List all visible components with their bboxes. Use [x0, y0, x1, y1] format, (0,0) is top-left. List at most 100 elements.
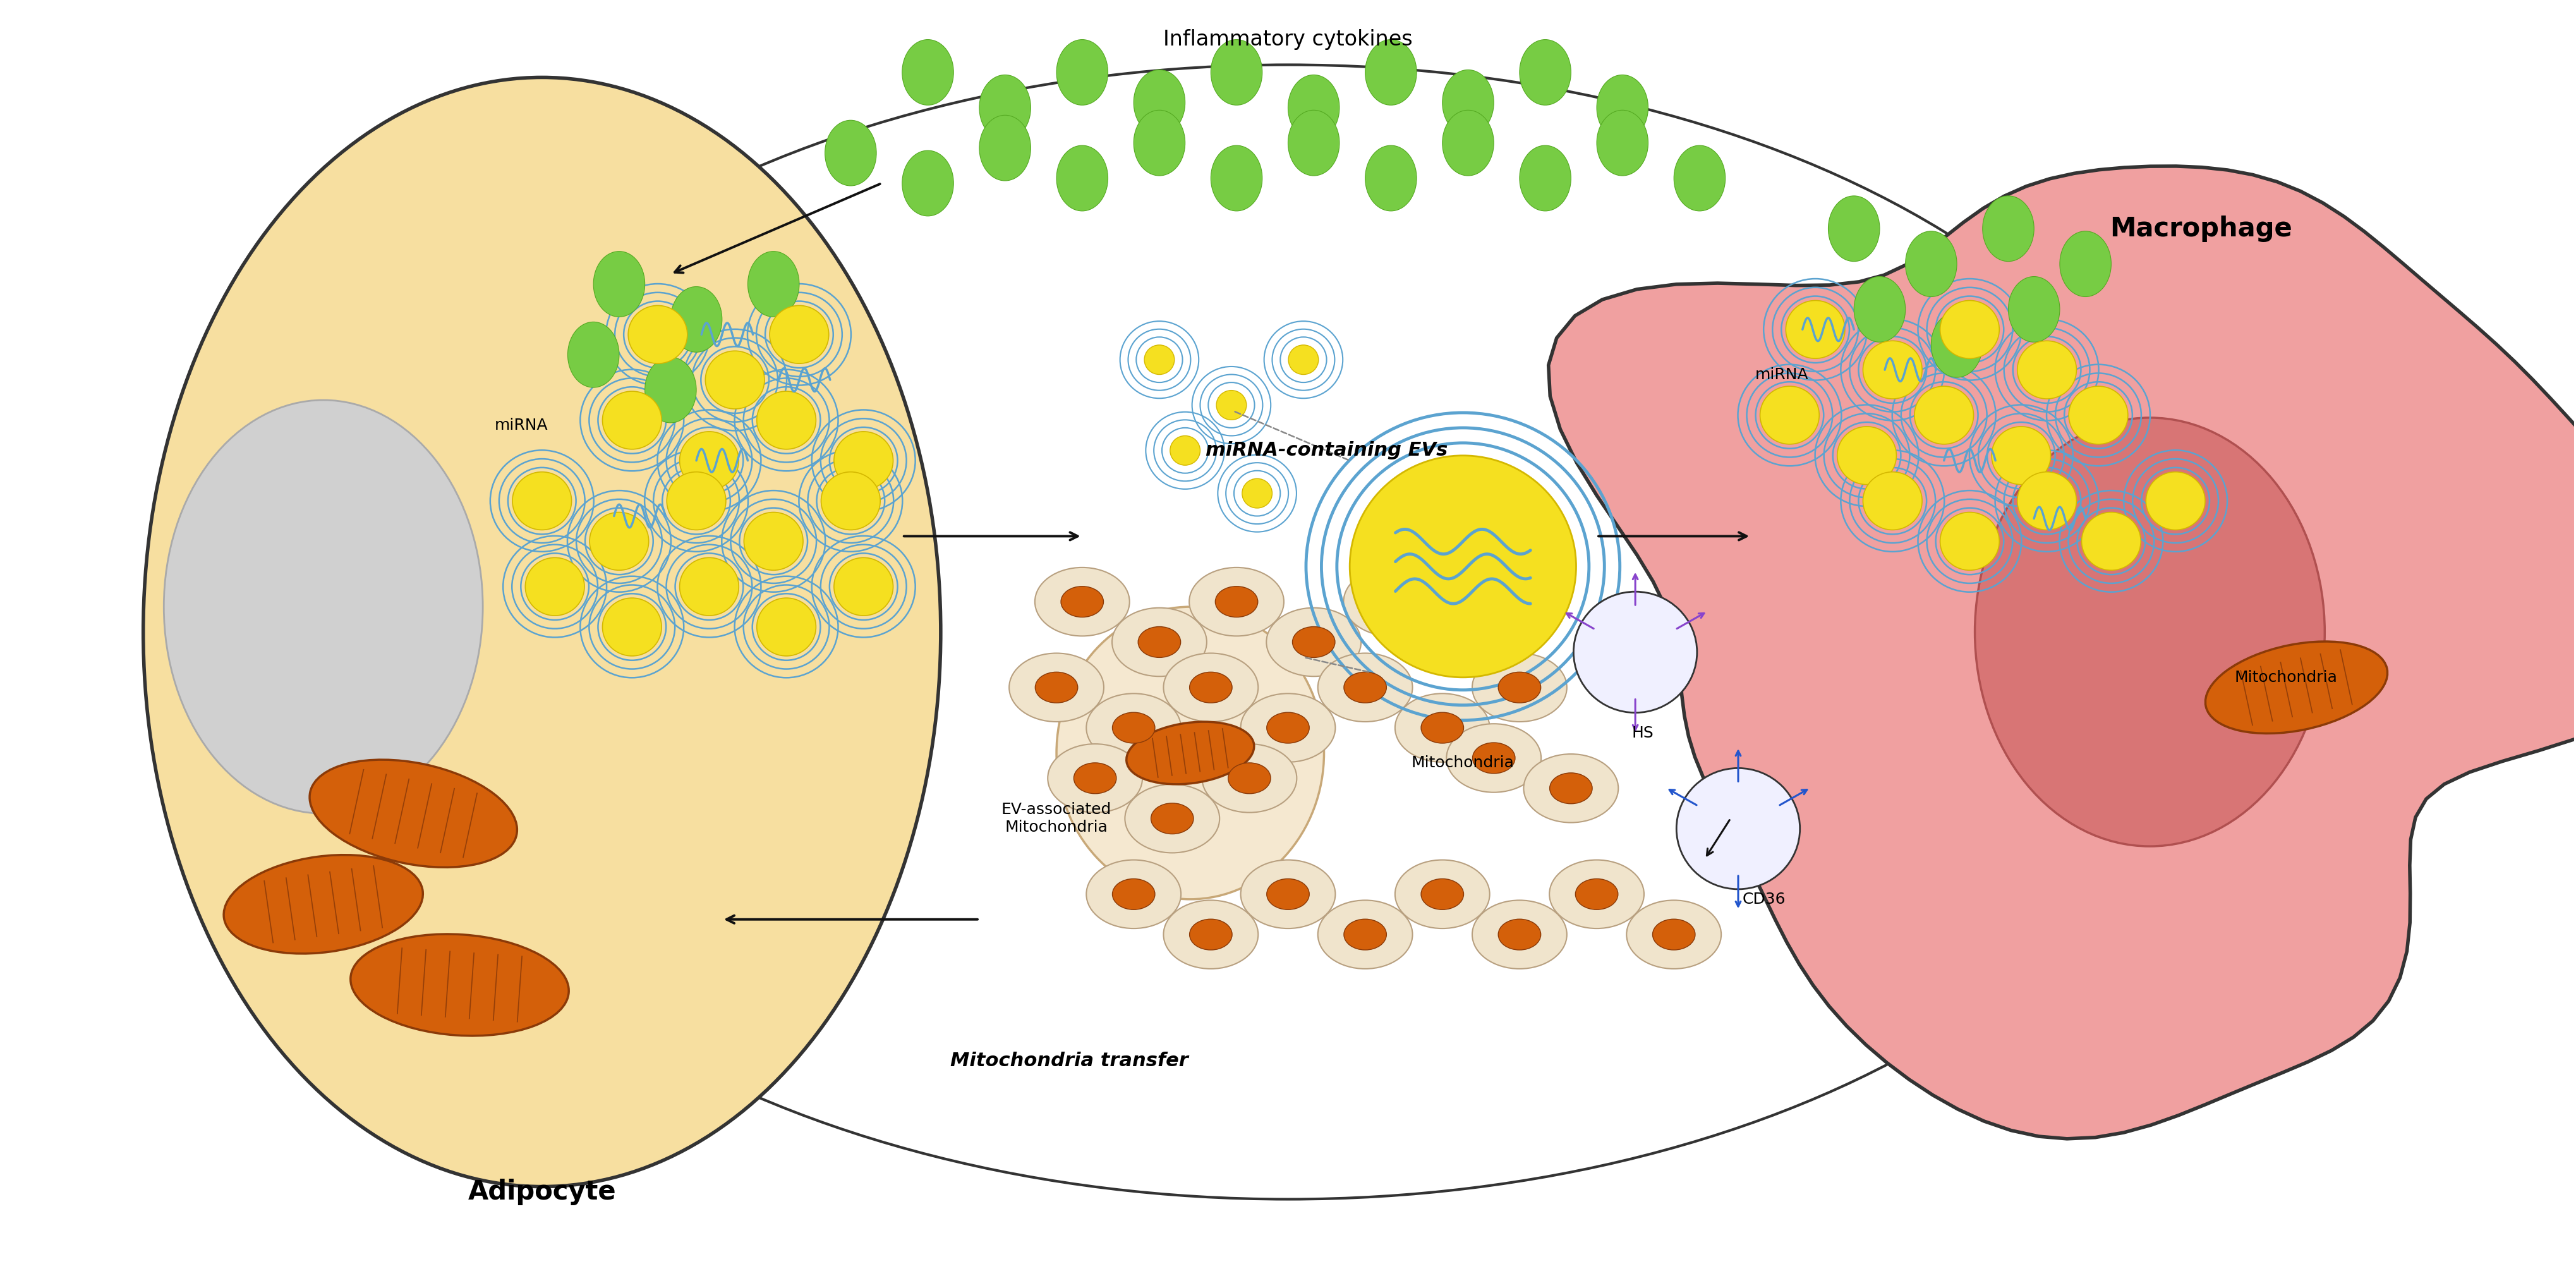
- Circle shape: [1940, 512, 1999, 570]
- Ellipse shape: [165, 401, 482, 814]
- Ellipse shape: [1499, 919, 1540, 951]
- Circle shape: [757, 598, 817, 656]
- Ellipse shape: [1113, 608, 1206, 676]
- Ellipse shape: [1473, 900, 1566, 968]
- Ellipse shape: [1267, 713, 1309, 743]
- Ellipse shape: [902, 150, 953, 216]
- Ellipse shape: [1074, 762, 1115, 794]
- Ellipse shape: [1139, 627, 1180, 657]
- Ellipse shape: [1164, 900, 1257, 968]
- Ellipse shape: [824, 120, 876, 186]
- Ellipse shape: [1151, 803, 1193, 834]
- Ellipse shape: [1577, 878, 1618, 910]
- Text: EV-associated
Mitochondria: EV-associated Mitochondria: [1002, 803, 1113, 836]
- Ellipse shape: [1133, 110, 1185, 176]
- Ellipse shape: [1036, 672, 1077, 703]
- Ellipse shape: [1370, 586, 1412, 617]
- Ellipse shape: [1829, 196, 1880, 262]
- Circle shape: [513, 471, 572, 530]
- Ellipse shape: [1190, 919, 1231, 951]
- Circle shape: [835, 557, 894, 616]
- Ellipse shape: [1087, 860, 1180, 929]
- Ellipse shape: [1522, 755, 1618, 823]
- Ellipse shape: [1548, 860, 1643, 929]
- Ellipse shape: [1211, 145, 1262, 211]
- Ellipse shape: [1422, 713, 1463, 743]
- Ellipse shape: [1674, 145, 1726, 211]
- Text: Mitochondria: Mitochondria: [1412, 756, 1515, 771]
- Circle shape: [2081, 512, 2141, 570]
- Circle shape: [1170, 436, 1200, 465]
- Circle shape: [526, 557, 585, 616]
- Ellipse shape: [1288, 110, 1340, 176]
- Ellipse shape: [1048, 744, 1141, 813]
- Ellipse shape: [224, 854, 422, 953]
- Text: CD36: CD36: [1741, 891, 1785, 906]
- Ellipse shape: [902, 39, 953, 105]
- Ellipse shape: [1056, 145, 1108, 211]
- Ellipse shape: [1396, 860, 1489, 929]
- Ellipse shape: [1520, 145, 1571, 211]
- Ellipse shape: [1473, 653, 1566, 722]
- Ellipse shape: [1293, 627, 1334, 657]
- Circle shape: [667, 471, 726, 530]
- Ellipse shape: [1365, 39, 1417, 105]
- Ellipse shape: [747, 252, 799, 317]
- Ellipse shape: [1133, 70, 1185, 135]
- Ellipse shape: [144, 77, 940, 1187]
- Ellipse shape: [1597, 75, 1649, 140]
- Ellipse shape: [1164, 653, 1257, 722]
- Circle shape: [1914, 387, 1973, 444]
- Ellipse shape: [1242, 694, 1334, 762]
- Circle shape: [629, 306, 688, 364]
- Ellipse shape: [1345, 672, 1386, 703]
- Ellipse shape: [1422, 608, 1515, 676]
- Circle shape: [1144, 345, 1175, 374]
- Ellipse shape: [1654, 919, 1695, 951]
- Ellipse shape: [644, 358, 696, 422]
- Text: Mitochondria: Mitochondria: [2233, 670, 2336, 685]
- Circle shape: [1574, 592, 1698, 713]
- Circle shape: [2017, 471, 2076, 530]
- Circle shape: [1288, 345, 1319, 374]
- Ellipse shape: [1499, 672, 1540, 703]
- Circle shape: [1940, 301, 1999, 359]
- Circle shape: [680, 431, 739, 489]
- Ellipse shape: [1448, 724, 1540, 793]
- Ellipse shape: [1190, 672, 1231, 703]
- Text: Macrophage: Macrophage: [2110, 215, 2293, 241]
- Ellipse shape: [592, 252, 644, 317]
- Ellipse shape: [1203, 744, 1296, 813]
- Circle shape: [822, 471, 881, 530]
- Ellipse shape: [1319, 900, 1412, 968]
- Ellipse shape: [567, 322, 618, 388]
- Ellipse shape: [1190, 568, 1283, 636]
- Circle shape: [2146, 471, 2205, 530]
- Ellipse shape: [1087, 694, 1180, 762]
- Ellipse shape: [1126, 784, 1218, 853]
- Ellipse shape: [1113, 878, 1154, 910]
- Text: miRNA: miRNA: [1754, 368, 1808, 383]
- Ellipse shape: [1229, 762, 1270, 794]
- Circle shape: [1677, 769, 1801, 889]
- Ellipse shape: [1242, 860, 1334, 929]
- Ellipse shape: [1126, 722, 1255, 784]
- Ellipse shape: [1976, 417, 2324, 847]
- Ellipse shape: [1443, 70, 1494, 135]
- Ellipse shape: [1211, 39, 1262, 105]
- Ellipse shape: [2205, 642, 2388, 733]
- Ellipse shape: [1056, 607, 1324, 899]
- Ellipse shape: [1551, 772, 1592, 804]
- Ellipse shape: [979, 115, 1030, 181]
- Text: miRNA-containing EVs: miRNA-containing EVs: [1206, 441, 1448, 460]
- Ellipse shape: [1345, 919, 1386, 951]
- Text: Inflammatory cytokines: Inflammatory cytokines: [1164, 29, 1412, 51]
- Ellipse shape: [2009, 277, 2061, 343]
- Ellipse shape: [2061, 231, 2112, 297]
- Ellipse shape: [1473, 743, 1515, 774]
- Text: miRNA: miRNA: [495, 417, 549, 432]
- Ellipse shape: [1267, 878, 1309, 910]
- Ellipse shape: [350, 934, 569, 1035]
- Text: HS: HS: [1633, 726, 1654, 741]
- Ellipse shape: [1906, 231, 1958, 297]
